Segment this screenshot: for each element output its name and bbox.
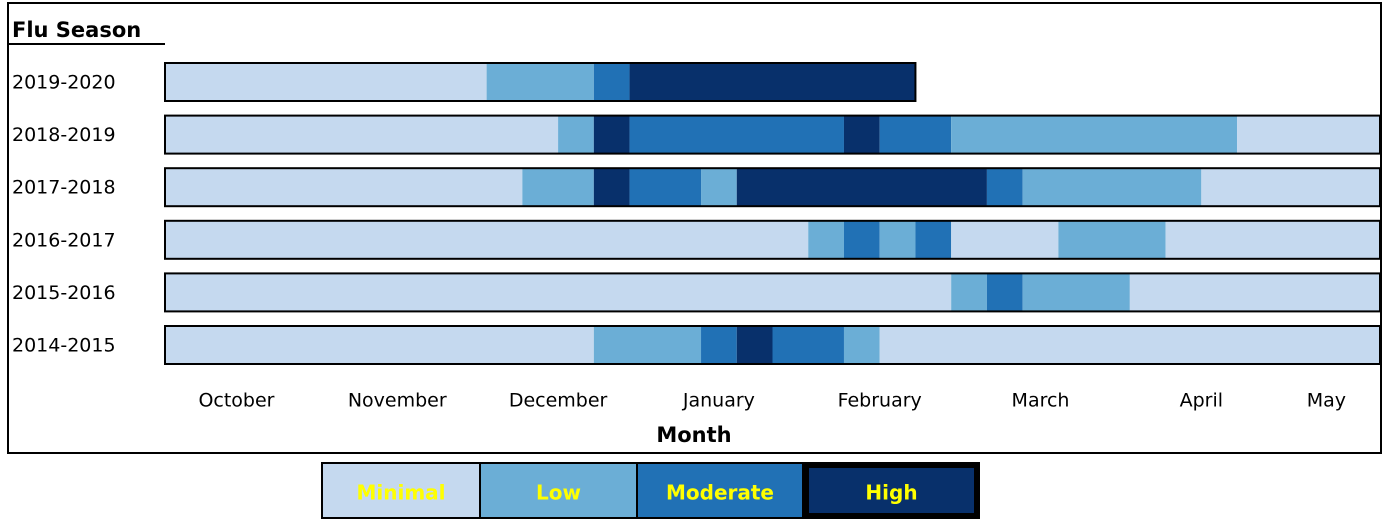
segment — [879, 115, 952, 154]
legend-label: Minimal — [356, 481, 445, 505]
segment — [593, 63, 630, 101]
row-border — [164, 114, 1381, 155]
x-tick-label: January — [682, 390, 755, 412]
row-border — [164, 62, 917, 102]
x-tick-label: October — [198, 390, 274, 412]
segment — [951, 220, 1059, 259]
segment — [629, 168, 702, 207]
segment — [593, 326, 702, 364]
segment — [701, 168, 737, 207]
legend-swatch — [803, 462, 980, 519]
segment — [1058, 220, 1166, 259]
segment — [165, 273, 952, 312]
segment — [1237, 115, 1380, 154]
segment — [165, 220, 809, 259]
segment — [1165, 220, 1380, 259]
segment — [593, 115, 630, 154]
segment — [558, 115, 594, 154]
segment — [629, 63, 916, 101]
row-label: 2016-2017 — [12, 229, 116, 251]
segment — [915, 220, 952, 259]
x-tick-label: March — [1012, 390, 1070, 412]
segment — [1022, 168, 1202, 207]
segment — [1201, 168, 1380, 207]
segment — [986, 168, 1023, 207]
row-label: 2017-2018 — [12, 177, 116, 199]
segment — [1022, 273, 1130, 312]
legend-label: High — [865, 481, 917, 505]
row-border — [164, 325, 1381, 365]
chart-title: Flu Season — [12, 18, 141, 42]
x-tick-label: May — [1307, 390, 1346, 412]
segment — [165, 326, 594, 364]
row-label: 2015-2016 — [12, 282, 116, 304]
row-label: 2014-2015 — [12, 335, 116, 357]
segment — [165, 63, 487, 101]
segment — [843, 220, 880, 259]
row-border — [164, 167, 1381, 208]
x-tick-label: November — [348, 390, 447, 412]
segment — [486, 63, 594, 101]
x-tick-label: April — [1180, 390, 1223, 412]
segment — [1129, 273, 1380, 312]
segment — [593, 168, 630, 207]
segment — [879, 220, 916, 259]
row-border — [164, 219, 1381, 260]
x-axis-label: Month — [656, 423, 731, 447]
segment — [701, 326, 737, 364]
segment — [808, 220, 844, 259]
segment — [951, 273, 987, 312]
segment — [629, 115, 844, 154]
x-tick-label: December — [509, 390, 608, 412]
row-border — [164, 272, 1381, 313]
segment — [736, 326, 773, 364]
x-tick-label: February — [838, 390, 922, 412]
segment — [843, 326, 880, 364]
legend-label: Moderate — [666, 481, 774, 505]
segment — [843, 115, 880, 154]
segment — [986, 273, 1023, 312]
segment — [165, 115, 559, 154]
row-label: 2018-2019 — [12, 124, 116, 146]
segment — [165, 168, 523, 207]
row-label: 2019-2020 — [12, 72, 116, 94]
segment — [879, 326, 1380, 364]
segment — [772, 326, 844, 364]
legend-swatch — [636, 462, 804, 519]
segment — [951, 115, 1238, 154]
legend-label: Low — [536, 481, 581, 505]
segment — [522, 168, 594, 207]
segment — [736, 168, 987, 207]
